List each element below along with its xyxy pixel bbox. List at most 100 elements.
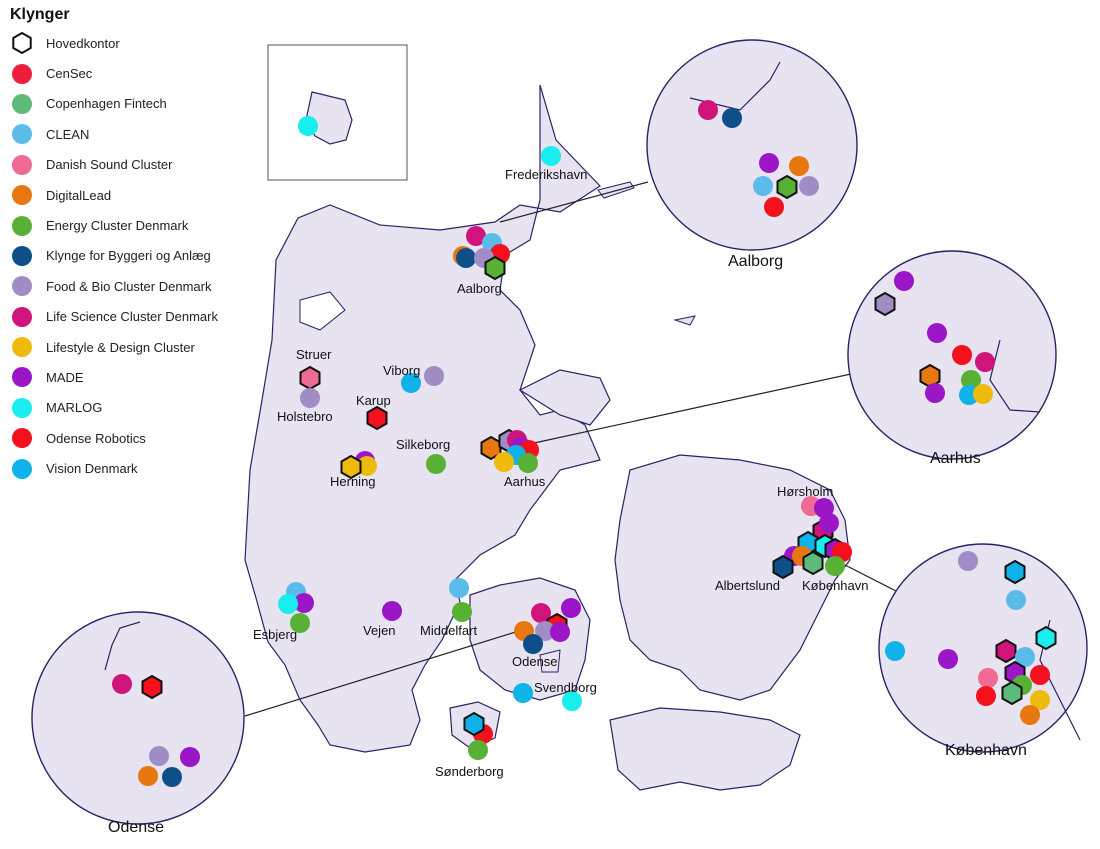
zoom-connector: [244, 629, 523, 717]
legend-list: Hovedkontor CenSec Copenhagen Fintech CLEAN…: [10, 28, 260, 484]
legend-item-kb: Klynge for Byggeri og Anlæg: [10, 241, 260, 271]
city-label-aalborg: Aalborg: [457, 281, 502, 296]
legend-item-cl: CLEAN: [10, 119, 260, 149]
cluster-marker-ec: [518, 453, 538, 473]
cluster-marker-kb: [456, 248, 476, 268]
cluster-marker-vd: [513, 683, 533, 703]
zoom-circle-kobenhavn: [878, 543, 1088, 753]
legend-item-ml: MARLOG: [10, 393, 260, 423]
legend-item-cf: Copenhagen Fintech: [10, 89, 260, 119]
cluster-marker-ls: [466, 226, 486, 246]
legend-item-ds: Danish Sound Cluster: [10, 150, 260, 180]
cluster-marker-ec: [426, 454, 446, 474]
cluster-marker-ma: [180, 747, 200, 767]
hq-marker-cf: [1001, 680, 1023, 706]
cluster-marker-cl: [449, 578, 469, 598]
legend-label: Lifestyle & Design Cluster: [46, 339, 195, 355]
cluster-marker-ld: [494, 452, 514, 472]
cluster-marker-fb: [958, 551, 978, 571]
zoom-connector: [524, 371, 861, 446]
cluster-marker-fb: [424, 366, 444, 386]
hq-marker-ml: [1035, 625, 1057, 651]
hq-marker-ec: [776, 174, 798, 200]
cluster-marker-kb: [162, 767, 182, 787]
legend-label: CenSec: [46, 66, 93, 82]
legend-label: Copenhagen Fintech: [46, 96, 167, 112]
cluster-marker-ls: [112, 674, 132, 694]
legend-item-ld: Lifestyle & Design Cluster: [10, 332, 260, 362]
cluster-marker-fb: [300, 388, 320, 408]
cluster-marker-ls: [531, 603, 551, 623]
aarhus-coast: [989, 339, 1041, 413]
cluster-marker-dl: [1020, 705, 1040, 725]
hq-marker-ld: [340, 454, 362, 480]
lolland-falster: [609, 707, 801, 791]
cluster-marker-ds: [978, 668, 998, 688]
city-label-viborg: Viborg: [383, 363, 420, 378]
city-label-horsholm: Hørsholm: [777, 484, 833, 499]
legend-item-or: Odense Robotics: [10, 423, 260, 453]
circle-icon: [12, 367, 32, 388]
city-label-frederikshavn: Frederikshavn: [505, 167, 587, 182]
hq-marker-kb: [772, 554, 794, 580]
cluster-marker-ls: [698, 100, 718, 120]
mors-island: [299, 291, 346, 331]
zoom-circle-odense: [31, 611, 245, 825]
legend-label: CLEAN: [46, 126, 90, 142]
zoom-label-odense: Odense: [108, 819, 164, 836]
city-label-silkeborg: Silkeborg: [396, 437, 450, 452]
cluster-marker-kb: [523, 634, 543, 654]
legend-title: Klynger: [10, 6, 70, 23]
legend-label: Life Science Cluster Denmark: [46, 309, 218, 325]
cluster-marker-ma: [759, 153, 779, 173]
cluster-marker-ld: [357, 456, 377, 476]
hq-marker-vd: [463, 711, 485, 737]
cluster-marker-ec: [452, 602, 472, 622]
cluster-marker-ma: [927, 323, 947, 343]
cluster-marker-vd: [401, 373, 421, 393]
hq-marker-cf: [802, 550, 824, 576]
cluster-marker-cl: [1006, 590, 1026, 610]
odense-coast: [104, 621, 141, 671]
city-label-kobenhavn: København: [802, 578, 869, 593]
legend-item-dl: DigitalLead: [10, 180, 260, 210]
cluster-marker-ma: [382, 601, 402, 621]
cluster-marker-or: [1030, 665, 1050, 685]
cluster-marker-ec: [961, 370, 981, 390]
circle-icon: [12, 397, 32, 418]
djursland: [518, 369, 611, 426]
legend-item-vd: Vision Denmark: [10, 453, 260, 483]
zoom-label-aalborg: Aalborg: [728, 253, 783, 270]
legend-item-cs: CenSec: [10, 58, 260, 88]
cluster-marker-vd: [885, 641, 905, 661]
hq-marker-ds: [299, 365, 321, 391]
circle-icon: [12, 185, 32, 206]
legend-item-ec: Energy Cluster Denmark: [10, 210, 260, 240]
cluster-marker-ec: [468, 740, 488, 760]
cluster-marker-ma: [819, 513, 839, 533]
cluster-marker-ec: [825, 556, 845, 576]
cluster-marker-or: [952, 345, 972, 365]
cluster-marker-ma: [938, 649, 958, 669]
city-label-albertslund: Albertslund: [715, 578, 780, 593]
cluster-marker-ls: [975, 352, 995, 372]
circle-icon: [12, 215, 32, 236]
zoom-label-kobenhavn: København: [945, 742, 1027, 759]
circle-icon: [12, 306, 32, 327]
legend-item-ls: Life Science Cluster Denmark: [10, 302, 260, 332]
legend-label: Food & Bio Cluster Denmark: [46, 278, 212, 294]
cluster-marker-cl: [1015, 647, 1035, 667]
cluster-marker-ma: [925, 383, 945, 403]
hq-marker-ec: [484, 255, 506, 281]
zoom-connector: [499, 181, 649, 223]
legend-label: DigitalLead: [46, 187, 112, 203]
legend-item-fb: Food & Bio Cluster Denmark: [10, 271, 260, 301]
legend: Klynger Hovedkontor CenSec Copenhagen Fint…: [10, 6, 260, 484]
circle-icon: [12, 245, 32, 266]
cluster-marker-or: [764, 197, 784, 217]
marker-layer: [112, 100, 1057, 787]
city-label-aarhus: Aarhus: [504, 474, 546, 489]
cluster-marker-ml: [278, 594, 298, 614]
cluster-marker-ml: [562, 691, 582, 711]
